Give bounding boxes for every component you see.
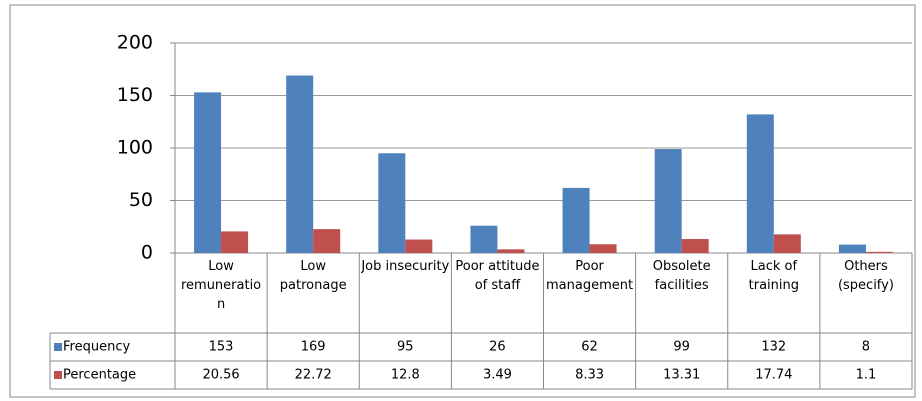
bar — [654, 149, 682, 253]
table-value: 26 — [489, 340, 506, 355]
x-tick-label: Obsolete facilities — [652, 259, 711, 293]
x-category-cell: Obsolete facilities — [652, 259, 711, 293]
table-value: 13.31 — [663, 368, 700, 383]
table-value: 8.33 — [575, 368, 604, 383]
table-value: 17.74 — [755, 368, 792, 383]
bar — [681, 239, 709, 253]
table-value: 153 — [209, 340, 234, 355]
legend-label: Frequency — [63, 340, 130, 355]
y-tick-label: 200 — [117, 32, 153, 54]
x-tick-label: Low patronage — [279, 259, 347, 293]
table-value: 95 — [397, 340, 414, 355]
table-value: 20.56 — [202, 368, 239, 383]
x-tick-label: Low remuneration — [180, 259, 262, 312]
table-value: 99 — [673, 340, 690, 355]
bar — [378, 153, 406, 253]
x-category-cell: Poor attitude of staff — [455, 259, 540, 293]
bar — [589, 244, 617, 253]
x-category-cell: Low patronage — [279, 259, 347, 293]
bar — [497, 249, 525, 253]
table-value: 169 — [301, 340, 326, 355]
bar — [194, 92, 222, 253]
table-value: 1.1 — [856, 368, 877, 383]
legend-key — [54, 343, 62, 351]
y-tick-label: 150 — [117, 84, 153, 106]
bar — [470, 225, 498, 253]
x-category-cell: Job insecurity — [361, 259, 450, 274]
y-tick-label: 50 — [129, 189, 153, 211]
table-value: 62 — [581, 340, 598, 355]
x-category-cell: Lack of training — [748, 259, 799, 293]
x-category-cell: Low remuneration — [180, 259, 262, 312]
x-category-cell: Poor management — [546, 259, 634, 293]
x-tick-label: Lack of training — [748, 259, 799, 293]
legend-key — [54, 371, 62, 379]
x-tick-label: Poor attitude of staff — [455, 259, 540, 293]
bar — [746, 114, 774, 254]
y-tick-label: 0 — [141, 242, 153, 264]
bar — [405, 239, 433, 253]
bar — [865, 251, 893, 253]
x-tick-label: Poor management — [546, 259, 634, 293]
bar — [221, 231, 249, 253]
table-value: 3.49 — [483, 368, 512, 383]
bar — [286, 75, 314, 253]
bar — [773, 234, 801, 253]
x-tick-label: Others (specify) — [837, 259, 894, 293]
table-value: 22.72 — [295, 368, 332, 383]
table-value: 12.8 — [391, 368, 420, 383]
x-category-cell: Others (specify) — [837, 259, 894, 293]
bar — [313, 229, 341, 253]
bar — [562, 187, 590, 253]
table-value: 8 — [862, 340, 870, 355]
legend-label: Percentage — [63, 368, 136, 383]
table-value: 132 — [761, 340, 786, 355]
y-tick-label: 100 — [117, 137, 153, 159]
bar — [838, 244, 866, 253]
x-tick-label: Job insecurity — [361, 259, 450, 274]
